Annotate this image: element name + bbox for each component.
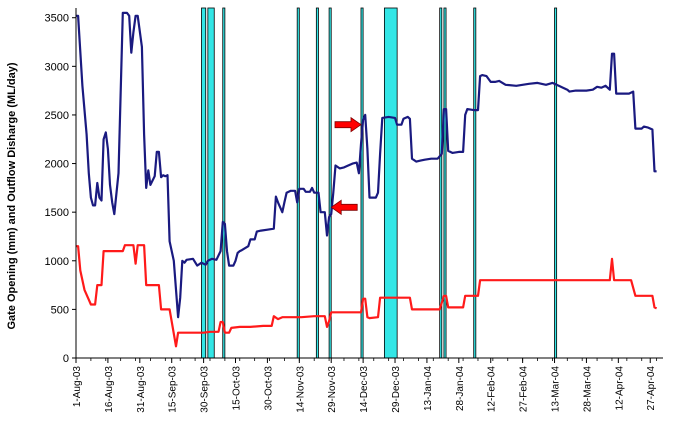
outflow-discharge-line xyxy=(76,11,657,319)
y-tick-label: 2000 xyxy=(45,159,69,171)
x-tick-label: 30-Oct-03 xyxy=(263,366,274,411)
event-band xyxy=(383,7,398,359)
x-tick-label: 12-Feb-04 xyxy=(487,366,498,413)
y-tick-label: 2500 xyxy=(45,110,69,122)
annotations xyxy=(330,116,362,216)
x-tick-label: 27-Feb-04 xyxy=(519,366,530,413)
event-band xyxy=(315,7,319,359)
x-tick-label: 27-Apr-04 xyxy=(646,366,657,411)
x-tick-label: 1-Aug-03 xyxy=(72,366,83,408)
y-axis-label: Gate Opening (mm) and Outflow Disharge (… xyxy=(6,62,18,329)
event-band xyxy=(554,7,558,359)
x-tick-label: 28-Mar-04 xyxy=(582,366,593,413)
x-tick-label: 13-Jan-04 xyxy=(423,366,434,411)
x-tick-label: 12-Apr-04 xyxy=(614,366,625,411)
x-tick-label: 29-Nov-03 xyxy=(327,366,338,413)
y-tick-label: 3000 xyxy=(45,61,69,73)
event-band xyxy=(473,7,477,359)
event-band xyxy=(222,7,226,359)
y-tick-label: 3500 xyxy=(45,13,69,25)
y-tick-label: 1500 xyxy=(45,207,69,219)
y-tick-label: 1000 xyxy=(45,256,69,268)
x-tick-label: 14-Dec-03 xyxy=(359,366,370,413)
event-band xyxy=(328,7,332,359)
y-ticks: 0 500 1000 1500 2000 2500 3000 3500 xyxy=(45,13,76,365)
event-band xyxy=(443,7,447,359)
x-tick-label: 16-Aug-03 xyxy=(104,366,115,413)
x-tick-label: 28-Jan-04 xyxy=(455,366,466,411)
event-band xyxy=(207,7,215,359)
x-tick-label: 13-Mar-04 xyxy=(551,366,562,413)
y-tick-label: 500 xyxy=(51,304,69,316)
x-tick-label: 15-Sep-03 xyxy=(168,366,179,413)
red-arrow-annotation xyxy=(330,199,358,216)
x-tick-label: 15-Oct-03 xyxy=(232,366,243,411)
x-ticks: 1-Aug-03 16-Aug-03 31-Aug-03 15-Sep-03 30-Se… xyxy=(72,358,657,413)
x-tick-label: 29-Dec-03 xyxy=(391,366,402,413)
event-bands xyxy=(201,7,558,359)
gate-opening-line xyxy=(76,244,658,348)
x-tick-label: 14-Nov-03 xyxy=(295,366,306,413)
x-tick-label: 31-Aug-03 xyxy=(136,366,147,413)
red-arrow-annotation xyxy=(334,116,362,133)
series-lines xyxy=(76,11,658,348)
event-band xyxy=(201,7,207,359)
event-band xyxy=(296,7,300,359)
x-tick-label: 30-Sep-03 xyxy=(200,366,211,413)
y-tick-label: 0 xyxy=(63,353,69,365)
